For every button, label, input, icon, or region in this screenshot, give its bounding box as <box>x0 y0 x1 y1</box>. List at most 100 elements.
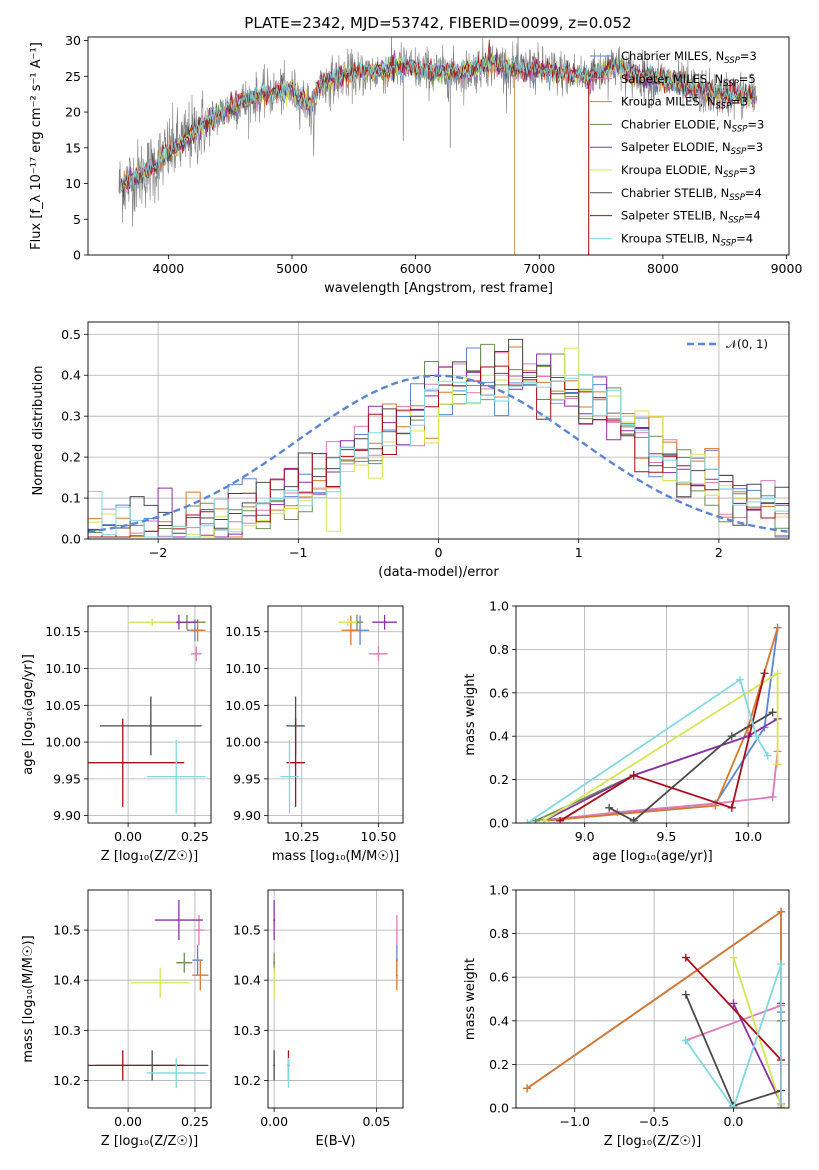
x-tick-label: −0.5 <box>639 1114 669 1129</box>
data-point <box>159 981 162 984</box>
x-tick-label: 9.5 <box>656 829 676 844</box>
series-line <box>559 673 766 822</box>
legend-label: Chabrier STELIB, NSSP=4 <box>621 186 762 203</box>
legend-label: 𝒩(0, 1) <box>726 337 768 351</box>
legend-label: Chabrier ELODIE, NSSP=3 <box>621 117 764 134</box>
x-tick-label: −1 <box>289 545 307 560</box>
y-tick-label: 30 <box>65 33 81 48</box>
panel-residual_hist: −2 −1 0 1 2 0.0 0.1 0.2 0.3 0.4 0.5 (data-model)/er… <box>31 321 790 580</box>
series-marker <box>729 953 738 962</box>
series-marker <box>681 953 690 962</box>
y-tick-label: 10.2 <box>53 1073 81 1088</box>
data-point <box>177 621 180 624</box>
plot-area <box>280 614 397 814</box>
y-tick-label: 0.0 <box>489 816 509 831</box>
series-marker <box>629 816 638 823</box>
data-point <box>196 629 199 632</box>
series-marker <box>539 816 548 823</box>
y-tick-label: 10.2 <box>233 1073 261 1088</box>
y-tick-label: 9.95 <box>53 771 81 786</box>
plot-area <box>88 338 789 539</box>
y-axis-label: mass weight <box>463 958 478 1040</box>
y-tick-label: 15 <box>65 140 81 155</box>
x-tick-label: −1.0 <box>560 1114 590 1129</box>
y-tick-label: 9.90 <box>233 808 261 823</box>
x-tick-label: 9.0 <box>575 829 595 844</box>
panel-age_vs_Z: 0.00 0.25 9.90 9.95 10.00 10.05 10.10 10.15 Z [l… <box>21 605 212 864</box>
data-point <box>287 1071 290 1074</box>
y-axis-label: Flux [f_λ 10⁻¹⁷ erg cm⁻² s⁻¹ A⁻¹] <box>29 42 44 250</box>
y-tick-label: 10.15 <box>225 624 261 639</box>
y-tick-label: 0.4 <box>61 368 81 383</box>
data-point <box>195 652 198 655</box>
data-point <box>288 775 291 778</box>
y-tick-label: 10.10 <box>225 661 261 676</box>
data-point <box>377 652 380 655</box>
series-line <box>543 627 779 822</box>
x-axis-label: Z [log₁₀(Z/Z☉)] <box>101 849 198 864</box>
axes-frame <box>515 889 790 1109</box>
data-point <box>294 761 297 764</box>
x-tick-label: 4000 <box>152 261 184 276</box>
data-point <box>349 629 352 632</box>
data-point <box>199 974 202 977</box>
series-line <box>543 718 779 822</box>
plot-area <box>118 37 758 255</box>
histogram-step-line <box>88 374 789 539</box>
series-marker <box>629 771 638 780</box>
y-tick-label: 10.10 <box>45 661 81 676</box>
data-point <box>273 981 276 984</box>
y-tick-label: 0.5 <box>61 327 81 342</box>
axes-frame <box>87 36 790 256</box>
legend-label: Salpeter ELODIE, NSSP=3 <box>621 140 763 157</box>
y-tick-label: 0.4 <box>489 1013 509 1028</box>
y-tick-label: 1.0 <box>489 883 509 898</box>
x-axis-label: (data-model)/error <box>378 565 499 580</box>
series-marker <box>681 990 690 999</box>
x-tick-label: 0 <box>435 545 443 560</box>
x-tick-label: −2 <box>149 545 167 560</box>
y-tick-label: 10.05 <box>225 698 261 713</box>
panel-mass_weight_vs_Z: −1.0 −0.5 0.0 0.0 0.2 0.4 0.6 0.8 1.0 Z [log₁₀(Z/… <box>463 883 790 1149</box>
series-marker <box>777 907 786 916</box>
y-tick-label: 25 <box>65 69 81 84</box>
axes-frame <box>267 605 404 824</box>
y-tick-label: 0.0 <box>61 532 81 547</box>
data-point <box>151 621 154 624</box>
x-tick-label: 0.25 <box>181 1114 209 1129</box>
figure-title: PLATE=2342, MJD=53742, FIBERID=0099, z=0… <box>244 14 631 32</box>
data-point <box>149 724 152 727</box>
plot-area <box>273 900 398 1088</box>
series-line <box>685 963 782 1108</box>
data-point <box>121 1064 124 1067</box>
data-point <box>183 961 186 964</box>
legend-label: Kroupa STELIB, NSSP=4 <box>621 231 753 248</box>
y-tick-label: 1.0 <box>489 599 509 614</box>
series-line <box>526 678 769 823</box>
legend-label: Kroupa ELODIE, NSSP=3 <box>621 163 756 180</box>
axes-frame <box>267 889 404 1109</box>
data-point <box>383 621 386 624</box>
series-marker <box>777 960 786 969</box>
series-marker <box>768 708 777 717</box>
x-axis-label: Z [log₁₀(Z/Z☉)] <box>101 1134 198 1149</box>
plot-area <box>523 907 786 1108</box>
series-marker <box>763 751 772 760</box>
series-line <box>732 957 782 1107</box>
y-tick-label: 0.0 <box>489 1101 509 1116</box>
y-tick-label: 10 <box>65 176 81 191</box>
panel-mass_vs_EBV: 0.00 0.05 10.2 10.3 10.4 10.5 E(B-V) <box>233 889 404 1149</box>
y-tick-label: 10.4 <box>53 973 81 988</box>
y-tick-label: 10.5 <box>233 923 261 938</box>
series-marker <box>729 999 738 1008</box>
y-tick-label: 10.3 <box>233 1023 261 1038</box>
histogram-step-line <box>88 353 789 539</box>
series-marker <box>605 803 614 812</box>
x-axis-label: Z [log₁₀(Z/Z☉)] <box>604 1134 701 1149</box>
y-tick-label: 0 <box>73 248 81 263</box>
x-tick-label: 8000 <box>647 261 679 276</box>
y-tick-label: 0.2 <box>489 772 509 787</box>
data-point <box>273 1064 276 1067</box>
y-tick-label: 0.8 <box>489 642 509 657</box>
